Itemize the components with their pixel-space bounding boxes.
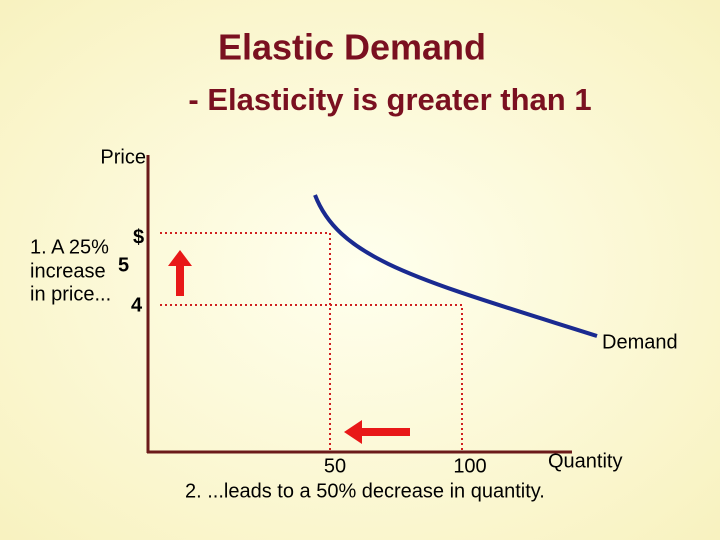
note-line: in price... bbox=[30, 283, 111, 305]
note-line: 1. A 25% bbox=[30, 236, 109, 258]
price-label: 4 bbox=[131, 294, 143, 316]
left-arrow bbox=[344, 420, 410, 444]
note-line: increase bbox=[30, 260, 106, 282]
title: Elastic Demand bbox=[218, 27, 486, 68]
x-axis-label: Quantity bbox=[548, 450, 622, 472]
curve-label: Demand bbox=[602, 331, 678, 353]
subtitle: - Elasticity is greater than 1 bbox=[188, 82, 591, 117]
note-line: 2. ...leads to a 50% decrease in quantit… bbox=[185, 480, 545, 502]
quantity-label: 100 bbox=[453, 455, 486, 477]
quantity-label: 50 bbox=[324, 455, 346, 477]
y-axis-label: Price bbox=[100, 146, 146, 168]
guide-line bbox=[160, 232, 331, 450]
price-label: $ bbox=[133, 226, 144, 248]
price-label: 5 bbox=[118, 254, 129, 276]
guide-line bbox=[160, 304, 463, 450]
up-arrow bbox=[168, 250, 192, 296]
demand-curve bbox=[313, 194, 598, 338]
